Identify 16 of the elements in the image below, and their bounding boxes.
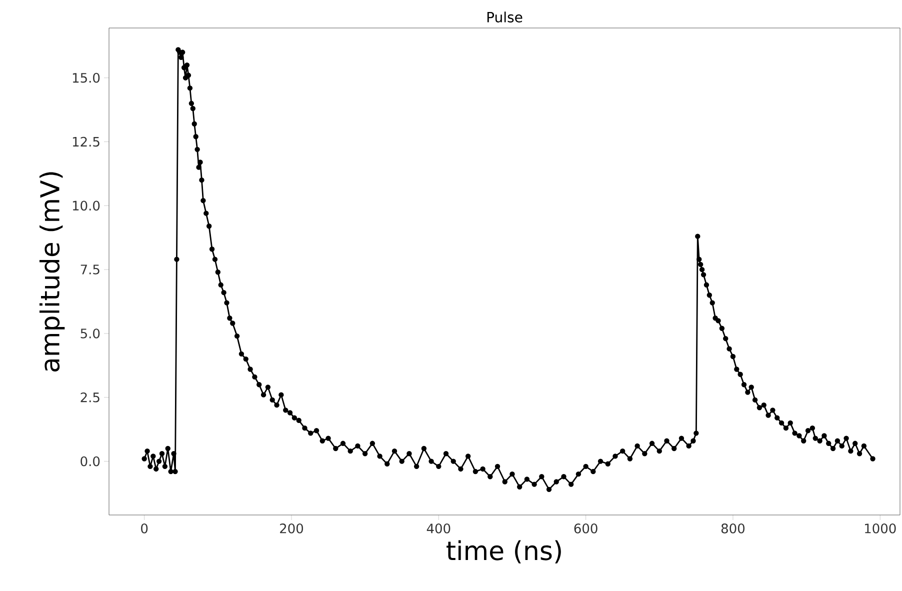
chart-title: Pulse — [487, 12, 522, 22]
x-tick-label: 600 — [574, 524, 598, 534]
y-tick-label: 7.5 — [80, 264, 100, 274]
y-tick-label: 15.0 — [72, 72, 100, 83]
x-tick-label: 0 — [141, 524, 148, 534]
y-axis-title: amplitude (mV) — [39, 172, 65, 372]
x-tick-label: 400 — [426, 524, 450, 534]
x-tick-label: 200 — [280, 524, 304, 534]
y-tick-label: 12.5 — [72, 136, 100, 147]
y-tick-label: 0.0 — [80, 456, 100, 466]
x-tick-label: 800 — [721, 524, 744, 534]
y-tick-label: 2.5 — [80, 392, 100, 402]
x-axis-title: time (ns) — [446, 540, 561, 564]
y-tick-label: 10.0 — [72, 200, 100, 211]
x-tick-label: 1000 — [865, 524, 896, 534]
y-tick-label: 5.0 — [80, 328, 100, 338]
